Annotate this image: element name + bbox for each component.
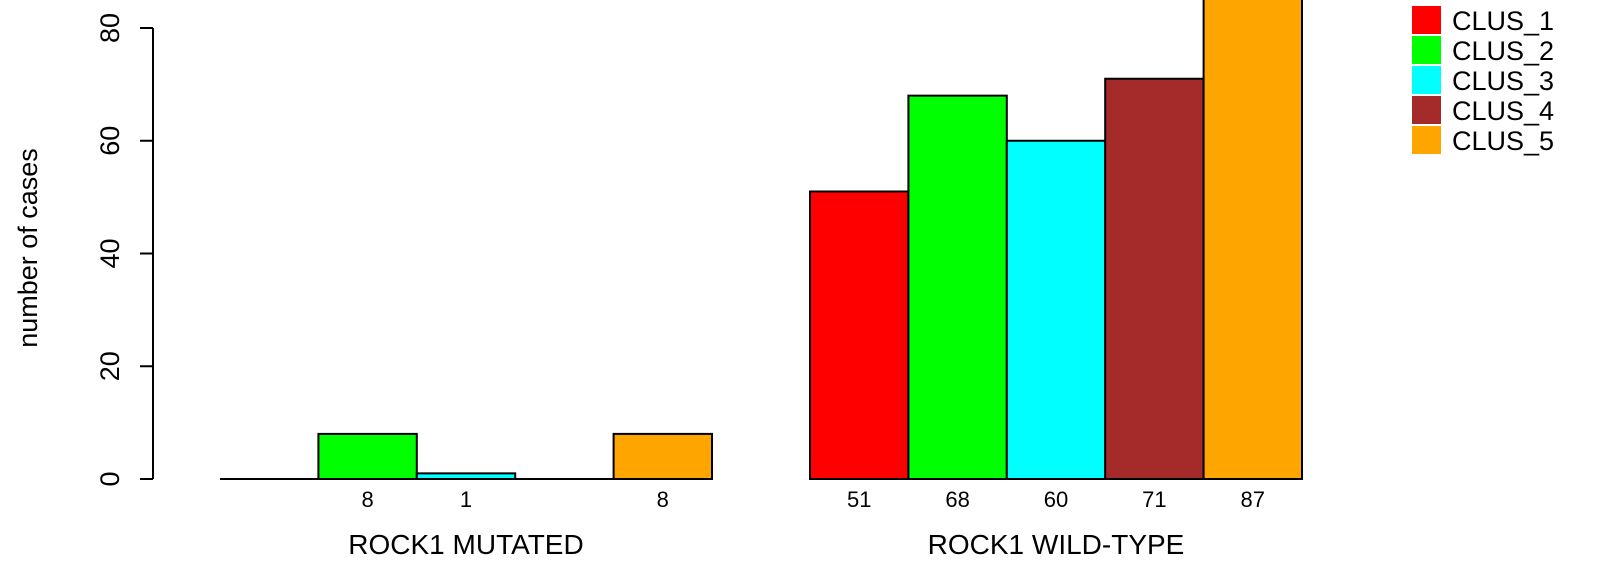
legend-item: CLUS_2 (1412, 36, 1554, 66)
bar-value-label: 1 (460, 487, 472, 512)
legend-swatch (1412, 36, 1441, 64)
legend-item: CLUS_4 (1412, 96, 1554, 126)
legend-swatch (1412, 66, 1441, 94)
value-labels: 8 1 8 51 68 60 71 87 (361, 487, 1265, 512)
legend-item: CLUS_1 (1412, 6, 1554, 36)
bar (809, 190, 910, 481)
y-tick-label: 0 (95, 471, 125, 486)
legend-item: CLUS_3 (1412, 66, 1554, 96)
group-label: ROCK1 WILD-TYPE (928, 529, 1185, 560)
legend-swatch (1412, 96, 1441, 124)
legend-swatch (1412, 126, 1441, 154)
group-label: ROCK1 MUTATED (348, 529, 583, 560)
bar-value-label: 68 (945, 487, 969, 512)
bar (1202, 0, 1303, 480)
y-tick-label: 40 (95, 238, 125, 268)
y-axis-label: number of cases (13, 148, 43, 348)
bar (317, 432, 418, 480)
bar (907, 94, 1008, 481)
bars (220, 0, 1303, 481)
legend-item: CLUS_5 (1412, 126, 1554, 156)
legend-label: CLUS_2 (1452, 36, 1554, 66)
y-tick-label: 60 (95, 126, 125, 156)
y-axis: 0 20 40 60 80 (95, 13, 154, 487)
legend-label: CLUS_5 (1452, 126, 1554, 156)
bar (612, 432, 713, 480)
legend-label: CLUS_3 (1452, 66, 1554, 96)
bar (1005, 139, 1107, 480)
bar-value-label: 71 (1142, 487, 1166, 512)
group-labels: ROCK1 MUTATED ROCK1 WILD-TYPE (348, 529, 1184, 560)
y-tick-label: 80 (95, 13, 125, 43)
bar-value-label: 51 (847, 487, 871, 512)
bar-value-label: 8 (657, 487, 669, 512)
bar-value-label: 8 (361, 487, 373, 512)
bar-value-label: 87 (1241, 487, 1265, 512)
bar (415, 472, 517, 480)
bar-value-label: 60 (1044, 487, 1068, 512)
legend-label: CLUS_1 (1452, 6, 1554, 36)
y-tick-label: 20 (95, 351, 125, 381)
legend-label: CLUS_4 (1452, 96, 1554, 126)
bar (1104, 77, 1205, 481)
legend-swatch (1412, 6, 1441, 34)
